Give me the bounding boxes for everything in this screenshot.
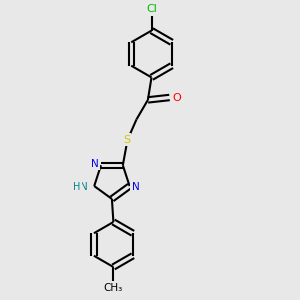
Text: S: S xyxy=(123,135,130,145)
Text: H: H xyxy=(73,182,80,192)
Text: CH₃: CH₃ xyxy=(104,283,123,293)
Text: N: N xyxy=(132,182,140,192)
Text: N: N xyxy=(80,182,88,192)
Text: Cl: Cl xyxy=(146,4,157,14)
Text: O: O xyxy=(172,92,182,103)
Text: N: N xyxy=(91,159,99,169)
